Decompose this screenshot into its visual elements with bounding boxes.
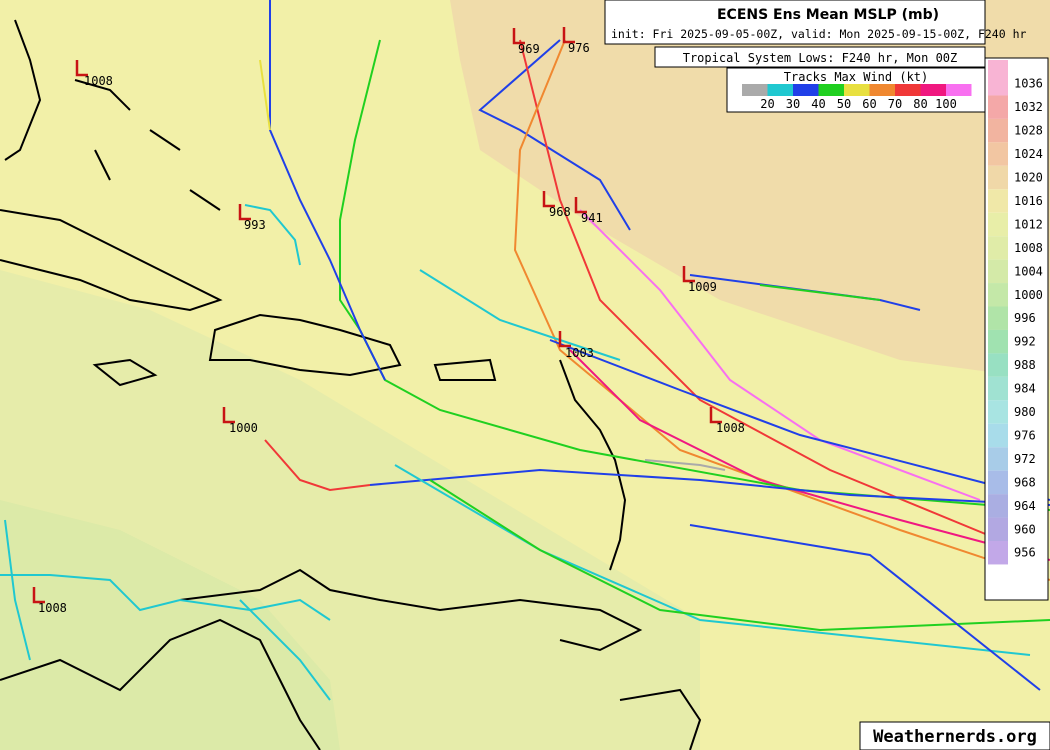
- colorbar-label: 980: [1014, 405, 1036, 419]
- colorbar-label: 1024: [1014, 147, 1043, 161]
- wind-label: 50: [837, 97, 851, 111]
- low-label: 969: [518, 42, 540, 56]
- colorbar-label: 1028: [1014, 124, 1043, 138]
- wind-label: 20: [760, 97, 774, 111]
- colorbar-swatch: [988, 423, 1008, 448]
- colorbar-label: 992: [1014, 335, 1036, 349]
- low-label: 1009: [688, 280, 717, 294]
- colorbar-swatch: [988, 212, 1008, 237]
- caption-box: [654, 46, 986, 68]
- colorbar-label: 976: [1014, 428, 1036, 442]
- wind-swatch: [895, 84, 921, 96]
- colorbar-swatch: [988, 376, 1008, 401]
- colorbar-swatch: [988, 400, 1008, 424]
- wind-swatch: [920, 84, 946, 96]
- wind-label: 80: [913, 97, 927, 111]
- colorbar-label: 960: [1014, 522, 1036, 536]
- low-label: 993: [244, 218, 266, 232]
- wind-swatch: [742, 84, 768, 96]
- title: ECENS Ens Mean MSLP (mb): [717, 7, 939, 23]
- wind-swatch: [767, 84, 793, 96]
- colorbar-label: 972: [1014, 452, 1036, 466]
- credit: Weathernerds.org: [873, 727, 1037, 747]
- low-label: 968: [549, 205, 571, 219]
- tracks: [0, 0, 1050, 701]
- colorbar-label: 988: [1014, 358, 1036, 372]
- colorbar-swatch: [988, 118, 1008, 143]
- low-markers: [32, 27, 722, 604]
- wind-swatch: [793, 84, 819, 96]
- low-label: 1003: [565, 346, 594, 360]
- low-label: 1008: [716, 421, 745, 435]
- wind-label: 30: [786, 97, 800, 111]
- colorbar-swatch: [988, 95, 1008, 119]
- colorbar-label: 1032: [1014, 100, 1043, 114]
- colorbar-label: 984: [1014, 382, 1036, 396]
- wind-swatch: [818, 84, 844, 96]
- wind-swatch: [946, 84, 972, 96]
- wind-label: 40: [811, 97, 825, 111]
- low-label: 941: [581, 211, 603, 225]
- colorbar-label: 996: [1014, 311, 1036, 325]
- colorbar-swatch: [988, 447, 1008, 471]
- colorbar-swatch: [988, 517, 1008, 541]
- colorbar-swatch: [988, 494, 1008, 518]
- colorbar-swatch: [988, 259, 1008, 284]
- wind-swatch: [869, 84, 895, 96]
- low-pressure-area: [0, 500, 340, 750]
- low-label: 1008: [84, 74, 113, 88]
- low-label: 1008: [38, 601, 67, 615]
- colorbar-swatch: [988, 470, 1008, 495]
- wind-label: 100: [935, 97, 957, 111]
- lows-caption: Tropical System Lows: F240 hr, Mon 00Z: [683, 51, 958, 65]
- colorbar-label: 1008: [1014, 241, 1043, 255]
- colorbar-swatch: [988, 283, 1008, 307]
- colorbar-swatch: [988, 236, 1008, 260]
- wind-label: 70: [888, 97, 902, 111]
- colorbar-cap: [988, 60, 1008, 72]
- wind-legend-title: Tracks Max Wind (kt): [784, 70, 929, 84]
- colorbar-label: 956: [1014, 546, 1036, 560]
- colorbar-label: 1016: [1014, 194, 1043, 208]
- colorbar-swatch: [988, 306, 1008, 330]
- colorbar-label: 1036: [1014, 77, 1043, 91]
- colorbar-label: 968: [1014, 475, 1036, 489]
- coastlines: [0, 19, 702, 750]
- title-box: [604, 0, 986, 45]
- colorbar-label: 1000: [1014, 288, 1043, 302]
- colorbar-swatch: [988, 353, 1008, 377]
- colorbar-swatch: [988, 165, 1008, 190]
- subtitle: init: Fri 2025-09-05-00Z, valid: Mon 202…: [611, 27, 1026, 41]
- colorbar-swatch: [988, 541, 1008, 565]
- low-label: 1000: [229, 421, 258, 435]
- colorbar-swatch: [988, 329, 1008, 354]
- wind-swatch: [844, 84, 870, 96]
- colorbar-label: 1012: [1014, 217, 1043, 231]
- colorbar-label: 1004: [1014, 264, 1043, 278]
- wind-label: 60: [862, 97, 876, 111]
- colorbar-label: 1020: [1014, 171, 1043, 185]
- credit-box: [859, 721, 1050, 750]
- colorbar-swatch: [988, 142, 1008, 166]
- colorbar-swatch: [988, 189, 1008, 213]
- low-label: 976: [568, 41, 590, 55]
- colorbar-swatch: [988, 72, 1008, 96]
- colorbar-label: 964: [1014, 499, 1036, 513]
